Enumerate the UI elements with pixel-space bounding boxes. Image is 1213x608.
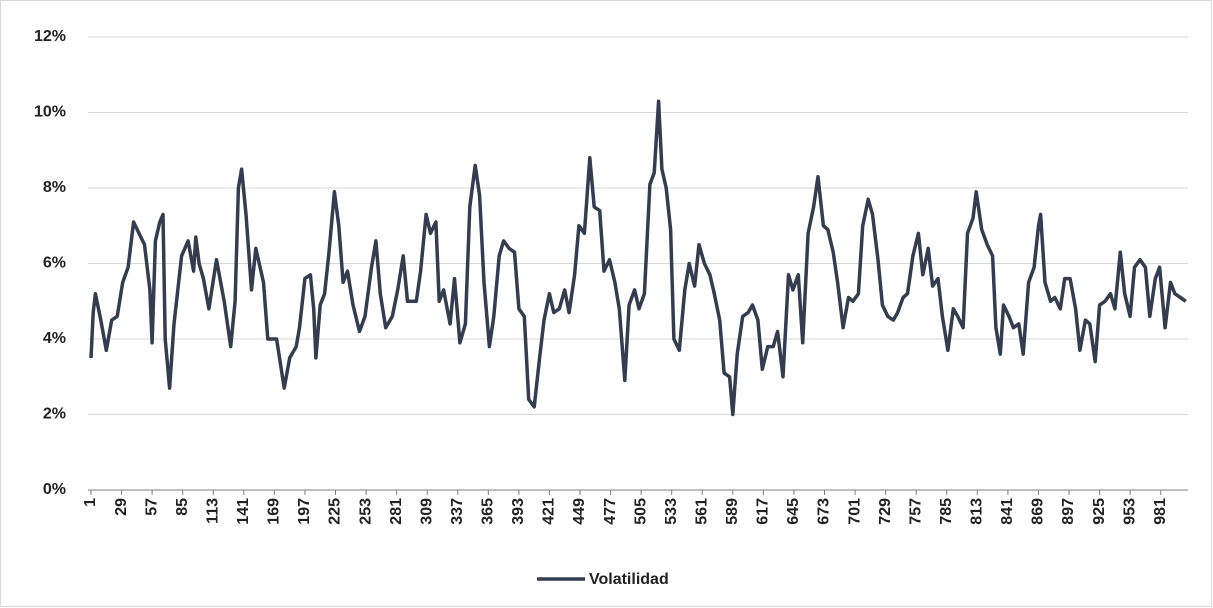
x-tick-label: 253 [357,498,374,525]
x-tick-label: 841 [999,498,1016,525]
y-tick-label: 10% [34,104,66,121]
x-tick-label: 141 [235,498,252,525]
x-tick-label: 85 [174,498,191,516]
x-tick-label: 57 [143,498,160,516]
x-tick-label: 589 [724,498,741,525]
x-tick-label: 505 [632,498,649,525]
x-tick-label: 281 [388,498,405,525]
x-tick-label: 449 [571,498,588,525]
legend-label: Volatilidad [589,571,669,588]
x-tick-label: 197 [296,498,313,525]
x-tick-label: 813 [969,498,986,525]
x-tick-label: 757 [907,498,924,525]
x-tick-label: 365 [480,498,497,525]
x-tick-label: 869 [1030,498,1047,525]
x-tick-label: 561 [693,498,710,525]
x-tick-label: 673 [816,498,833,525]
y-tick-label: 6% [43,255,66,272]
x-tick-label: 477 [602,498,619,525]
x-tick-label: 729 [877,498,894,525]
x-tick-label: 645 [785,498,802,525]
x-tick-label: 309 [418,498,435,525]
data-line [89,99,1187,417]
x-tick-label: 925 [1091,498,1108,525]
x-tick-label: 113 [204,498,221,524]
x-tick-label: 393 [510,498,527,525]
x-tick-label: 785 [938,498,955,525]
x-tick-label: 225 [327,498,344,525]
x-tick-label: 337 [449,498,466,525]
y-tick-label: 2% [43,406,66,423]
x-tick-label: 953 [1121,498,1138,525]
x-tick-label: 701 [846,498,863,525]
x-tick-label: 897 [1060,498,1077,525]
x-tick-label: 617 [755,498,772,525]
x-tick-label: 421 [541,498,558,525]
x-tick-label: 169 [266,498,283,525]
y-tick-label: 0% [43,481,66,498]
y-tick-label: 4% [43,330,66,347]
x-tick-label: 981 [1152,498,1169,525]
y-tick-label: 8% [43,179,66,196]
x-tick-label: 29 [113,498,130,516]
y-tick-label: 12% [34,28,66,45]
x-tick-label: 1 [82,498,99,507]
x-tick-label: 533 [663,498,680,525]
